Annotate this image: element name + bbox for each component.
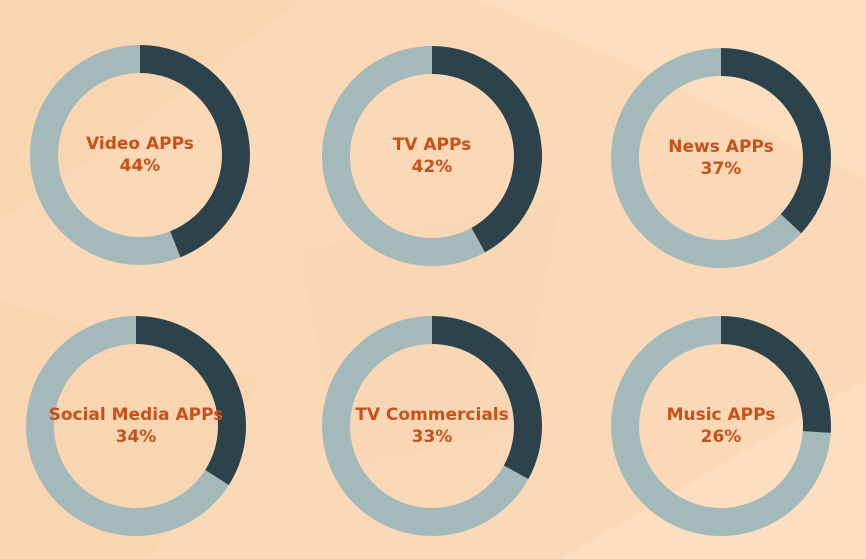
donut-slice-value (721, 316, 831, 433)
donut-ring (611, 316, 831, 536)
donut-slice-remaining (322, 45, 485, 266)
chart-title: Video APPs (86, 134, 194, 154)
donut-chart-tv-apps: TV APPs 42% (312, 36, 552, 276)
chart-value: 26% (700, 427, 742, 447)
donut-chart-video-apps: Video APPs 44% (20, 35, 260, 275)
chart-title: Music APPs (666, 405, 776, 425)
donut-label: Music APPs 26% (601, 306, 841, 546)
chart-title: TV APPs (392, 135, 472, 155)
donut-label: TV Commercials 33% (312, 306, 552, 546)
donut-slice-remaining (611, 48, 802, 268)
chart-value: 33% (411, 427, 453, 447)
donut-chart-music-apps: Music APPs 26% (601, 306, 841, 546)
donut-chart-tv-commercials: TV Commercials 33% (312, 306, 552, 546)
donut-ring (322, 45, 542, 266)
chart-value: 37% (700, 159, 742, 179)
donut-slice-value (432, 316, 542, 479)
donut-slice-value (140, 45, 250, 258)
donut-chart-social-media-apps: Social Media APPs 34% (16, 306, 256, 546)
chart-title: TV Commercials (355, 405, 509, 425)
donut-label: TV APPs 42% (312, 36, 552, 276)
donut-slice-remaining (29, 45, 181, 265)
donut-ring (25, 316, 246, 536)
donut-slice-value (721, 48, 831, 234)
chart-value: 34% (115, 427, 157, 447)
chart-value: 42% (411, 157, 453, 177)
donut-slice-value (136, 316, 246, 485)
chart-title: News APPs (668, 137, 774, 157)
donut-ring (611, 48, 831, 268)
donut-chart-news-apps: News APPs 37% (601, 38, 841, 278)
donut-slice-value (432, 46, 542, 253)
chart-title: Social Media APPs (48, 405, 224, 425)
donut-ring (322, 316, 542, 536)
donut-label: Video APPs 44% (20, 35, 260, 275)
donut-label: Social Media APPs 34% (16, 306, 256, 546)
donut-ring (29, 45, 250, 265)
donut-label: News APPs 37% (601, 38, 841, 278)
chart-value: 44% (119, 156, 161, 176)
